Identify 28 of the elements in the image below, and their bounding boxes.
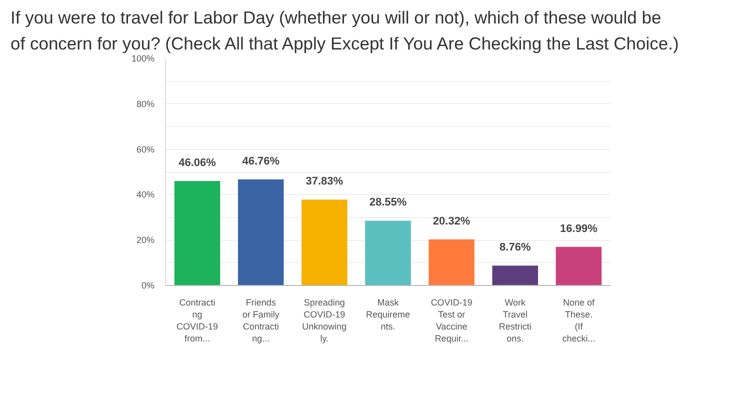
x-tick-label: COVID-19 Test or Vaccine Requir...	[430, 298, 472, 344]
x-tick-label: Work Travel Restricti ons.	[498, 298, 532, 344]
data-label: 46.06%	[178, 156, 216, 169]
data-label: 20.32%	[432, 215, 470, 228]
y-tick-label: 100%	[131, 54, 155, 64]
x-tick-label: Friends or Family Contracti ng...	[242, 298, 280, 344]
bar	[492, 266, 538, 286]
x-tick-label: Mask Requireme nts.	[366, 298, 410, 332]
bar	[174, 180, 220, 286]
y-tick-label: 0%	[141, 280, 155, 290]
y-tick-label: 60%	[136, 144, 154, 154]
bar	[238, 179, 284, 286]
data-label: 16.99%	[560, 222, 598, 235]
bar	[556, 246, 602, 286]
x-tick-label: Contracti ng COVID-19 from...	[176, 298, 218, 344]
x-tick-label: Spreading COVID-19 Unknowing ly.	[302, 298, 347, 344]
data-label: 37.83%	[306, 176, 344, 188]
data-label: 28.55%	[369, 196, 407, 209]
bar	[428, 239, 474, 286]
y-tick-label: 20%	[136, 235, 154, 246]
y-tick-label: 40%	[136, 190, 154, 200]
y-tick-label: 80%	[136, 98, 154, 109]
x-tick-label: None of These. (If checki...	[562, 298, 596, 344]
data-label: 8.76%	[500, 242, 531, 254]
bar	[365, 220, 411, 286]
chart-title: If you were to travel for Labor Day (whether you will or not), which of these would be of concern for you? (Check All that Apply Except If You Are Checking the Last Choice.)	[10, 8, 679, 54]
data-label: 46.76%	[242, 155, 280, 168]
bar	[302, 200, 348, 286]
